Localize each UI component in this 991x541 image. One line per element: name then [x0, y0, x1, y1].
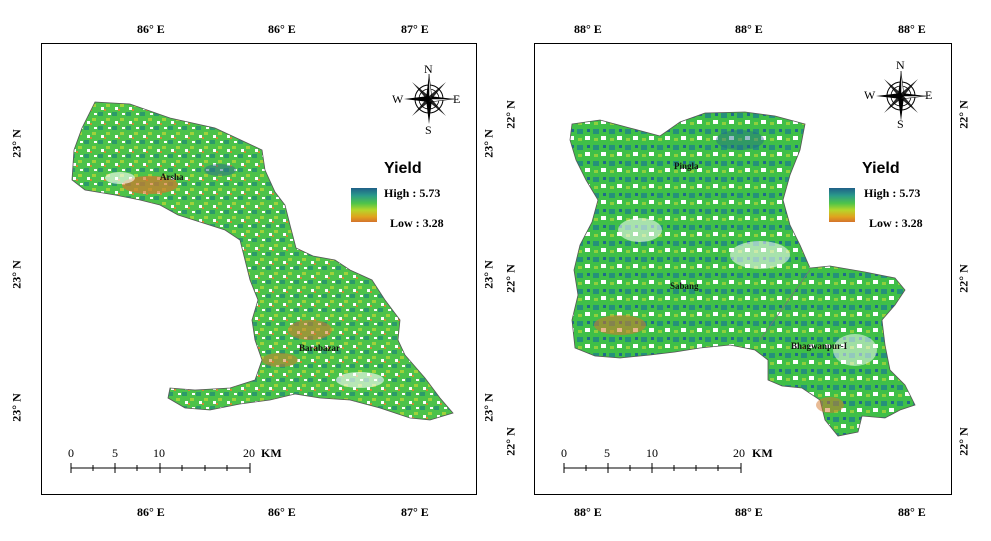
right-top-tick: 88° E [898, 22, 926, 36]
legend-low: Low : 3.28 [390, 216, 444, 230]
legend-high: High : 5.73 [864, 186, 921, 200]
scale-label: 0 [561, 446, 567, 460]
left-bottom-tick: 86° E [137, 505, 165, 519]
scale-label: 0 [68, 446, 74, 460]
scale-label: 5 [112, 446, 118, 460]
compass-s: S [425, 123, 432, 137]
compass-n: N [424, 62, 433, 76]
legend-title: Yield [384, 160, 422, 177]
place-label: Arsha [160, 172, 184, 182]
legend-high: High : 5.73 [384, 186, 441, 200]
scale-bar [563, 463, 742, 473]
right-bottom-tick: 88° E [574, 505, 602, 519]
legend-title: Yield [862, 160, 900, 177]
legend-color-ramp [351, 188, 377, 222]
place-label: Barabazar [299, 343, 340, 353]
scale-label: 20 [243, 446, 255, 460]
left-top-tick: 87° E [401, 22, 429, 36]
north-arrow-icon [404, 73, 455, 124]
scale-label: 10 [153, 446, 165, 460]
scale-bar [70, 463, 251, 473]
left-bottom-tick: 86° E [268, 505, 296, 519]
compass-e: E [925, 88, 933, 102]
legend-low: Low : 3.28 [869, 216, 923, 230]
right-top-tick: 88° E [574, 22, 602, 36]
place-label: Sabang [670, 281, 699, 291]
compass-e: E [453, 92, 461, 106]
right-bottom-tick: 88° E [898, 505, 926, 519]
scale-label: 5 [604, 446, 610, 460]
scale-unit: KM [261, 446, 282, 460]
place-label: Pingla [674, 161, 699, 171]
left-bottom-tick: 87° E [401, 505, 429, 519]
scale-unit: KM [752, 446, 773, 460]
scale-label: 20 [733, 446, 745, 460]
compass-s: S [897, 117, 904, 131]
left-top-tick: 86° E [268, 22, 296, 36]
compass-n: N [896, 58, 905, 72]
right-region-shape [569, 111, 916, 437]
scale-label: 10 [646, 446, 658, 460]
compass-w: W [392, 92, 404, 106]
north-arrow-icon [876, 70, 927, 121]
compass-w: W [864, 88, 876, 102]
right-top-tick: 88° E [735, 22, 763, 36]
right-bottom-tick: 88° E [735, 505, 763, 519]
place-label: Bhagwanpur-I [791, 341, 848, 351]
left-top-tick: 86° E [137, 22, 165, 36]
legend-color-ramp [829, 188, 855, 222]
